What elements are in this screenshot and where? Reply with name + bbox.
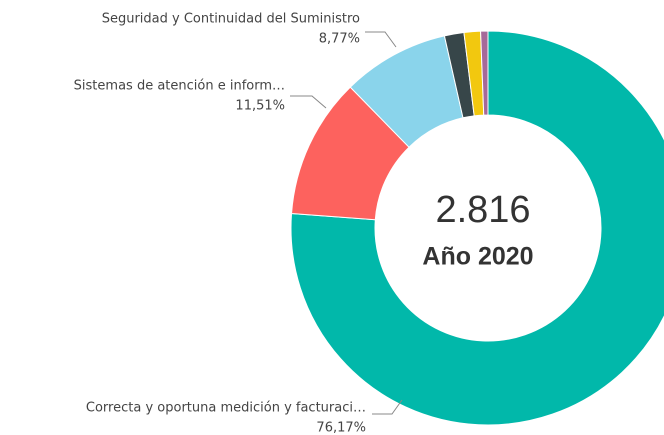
leader-line	[290, 95, 327, 109]
slice-label: Sistemas de atención e inform…	[74, 79, 285, 94]
center-label: Año 2020	[422, 243, 533, 271]
center-value: 2.816	[435, 189, 530, 231]
slice	[480, 30, 489, 116]
slices	[290, 30, 664, 426]
slice-value-label: 8,77%	[319, 32, 360, 47]
slice-label: Correcta y oportuna medición y facturaci…	[86, 401, 366, 416]
leader-line	[372, 399, 403, 415]
leader-line	[365, 31, 397, 48]
slice-label: Seguridad y Continuidad del Suministro	[102, 12, 360, 27]
slice	[290, 30, 664, 426]
slice-value-label: 76,17%	[316, 421, 366, 435]
slice-value-label: 11,51%	[235, 99, 285, 114]
